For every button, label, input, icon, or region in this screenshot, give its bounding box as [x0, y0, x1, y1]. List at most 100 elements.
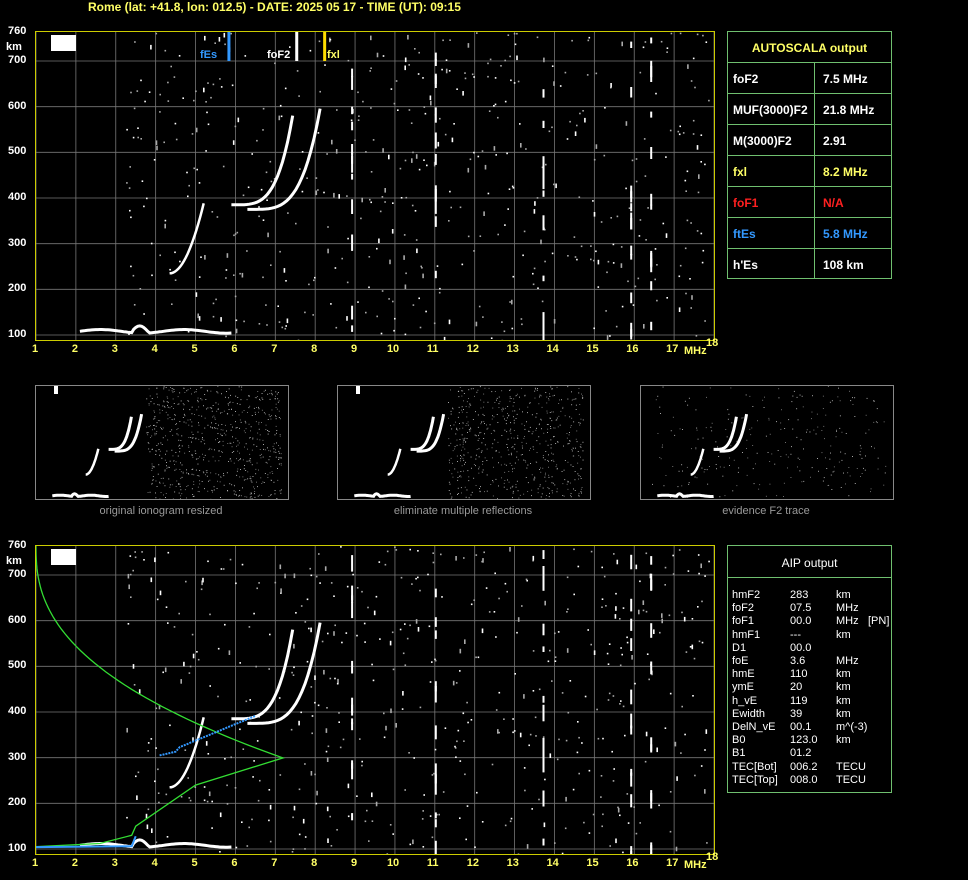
thumbnail-noise-dot [481, 422, 482, 423]
thumbnail-noise-dot [249, 405, 251, 407]
thumbnail-noise-dot [261, 397, 263, 399]
thumbnail-noise-dot [206, 408, 207, 410]
thumbnail-noise-dot [172, 455, 174, 457]
thumbnail-noise-dot [255, 413, 256, 415]
bot-noise-dot [197, 658, 200, 661]
top-noise-dot [244, 55, 247, 57]
thumbnail-noise-dot [652, 483, 653, 485]
bot-noise-dot [700, 563, 702, 569]
thumbnail-noise-dot [483, 415, 485, 416]
aip-unit: MHz [836, 602, 859, 615]
bot-noise-dot [644, 760, 647, 763]
thumbnail-noise-dot [220, 412, 221, 414]
top-noise-dot [442, 39, 444, 42]
thumbnail-noise-dot [865, 455, 866, 457]
aip-value: 39 [790, 707, 803, 720]
bot-noise-dot [616, 559, 619, 565]
thumbnail-noise-dot [153, 410, 155, 412]
thumbnail-noise-dot [567, 481, 569, 483]
thumbnail-noise-dot [211, 427, 213, 428]
top-noise-dot [195, 292, 198, 297]
thumbnail-noise-dot [555, 419, 557, 421]
top-noise-dot [224, 43, 226, 46]
top-noise-dot [140, 138, 142, 140]
top-noise-dot [301, 190, 304, 193]
y-tick-label: 200 [8, 796, 27, 809]
thumbnail-noise-dot [475, 411, 476, 413]
bot-noise-dot [619, 814, 621, 817]
thumbnail-noise-dot [261, 393, 263, 394]
autoscala-value: 8.2 MHz [823, 165, 868, 179]
top-noise-dot [426, 164, 428, 167]
y-tick-label: 500 [8, 145, 27, 158]
thumbnail-noise-dot [756, 452, 758, 454]
top-noise-dot [615, 325, 618, 328]
thumbnail-noise-dot [192, 454, 193, 456]
thumbnail-noise-dot [245, 479, 247, 480]
thumbnail-noise-dot [839, 400, 841, 402]
thumbnail-noise-dot [260, 477, 262, 479]
thumbnail-noise-dot [526, 467, 528, 469]
top-noise-dot [665, 233, 668, 238]
top-noise-dot [376, 52, 379, 58]
bot-noise-dot [516, 631, 518, 634]
thumbnail-noise-dot [478, 438, 480, 439]
thumbnail-noise-dot [806, 431, 807, 433]
thumbnail-noise-dot [552, 459, 554, 461]
top-noise-dot [677, 130, 680, 133]
top-streak [351, 68, 354, 78]
thumbnail-noise-dot [462, 438, 464, 440]
thumbnail-noise-dot [248, 423, 250, 425]
aip-value: 01.2 [790, 747, 812, 760]
thumbnail-noise-dot [207, 407, 209, 409]
thumbnail-noise-dot [502, 407, 504, 409]
thumbnail-noise-dot [534, 476, 536, 478]
top-noise-dot [544, 260, 546, 263]
thumbnail-noise-dot [193, 484, 195, 485]
thumbnail-noise-dot [191, 441, 192, 443]
thumbnail-noise-dot [571, 450, 573, 452]
bot-noise-dot [269, 804, 272, 810]
thumbnail-noise-dot [181, 493, 183, 495]
thumbnail-noise-dot [577, 462, 579, 464]
top-noise-dot [414, 48, 416, 50]
top-noise-dot [130, 91, 132, 94]
top-noise-dot [493, 146, 496, 151]
bot-noise-dot [561, 692, 564, 694]
aip-key: D1 [732, 641, 747, 654]
top-noise-dot [471, 73, 474, 76]
bot-noise-dot [209, 613, 211, 616]
top-noise-dot [482, 316, 484, 318]
thumbnail-noise-dot [206, 389, 208, 391]
thumbnail-noise-dot [239, 494, 241, 496]
bot-noise-dot [578, 772, 580, 775]
x-tick-label: 1 [32, 343, 39, 355]
top-noise-dot [173, 76, 176, 78]
thumbnail-noise-dot [171, 390, 173, 392]
top-noise-dot [164, 49, 167, 52]
bot-noise-dot [681, 705, 683, 708]
thumbnail-noise-dot [711, 430, 713, 432]
thumbnail-noise-dot [536, 389, 538, 391]
thumbnail-noise-dot [730, 445, 732, 447]
thumbnail-noise-dot [236, 474, 238, 476]
thumbnail-noise-dot [269, 416, 271, 418]
top-streak [630, 292, 633, 304]
bot-noise-dot [509, 820, 512, 823]
thumbnail-noise-dot [165, 411, 167, 413]
bot-noise-dot [356, 795, 358, 797]
bot-noise-dot [229, 558, 232, 561]
bot-noise-dot [384, 563, 387, 566]
thumbnail-noise-dot [556, 488, 558, 490]
x-axis-unit: MHz [684, 859, 707, 871]
thumbnail-noise-dot [546, 412, 548, 414]
bot-noise-dot [532, 555, 535, 561]
thumbnail-noise-dot [164, 470, 166, 472]
top-noise-dot [206, 111, 208, 114]
top-noise-dot [370, 171, 373, 173]
top-noise-dot [284, 87, 287, 90]
bot-noise-dot [557, 631, 560, 633]
thumbnail-noise-dot [155, 450, 157, 452]
thumbnail-noise-dot [563, 469, 565, 471]
thumbnail-noise-dot [470, 404, 472, 406]
